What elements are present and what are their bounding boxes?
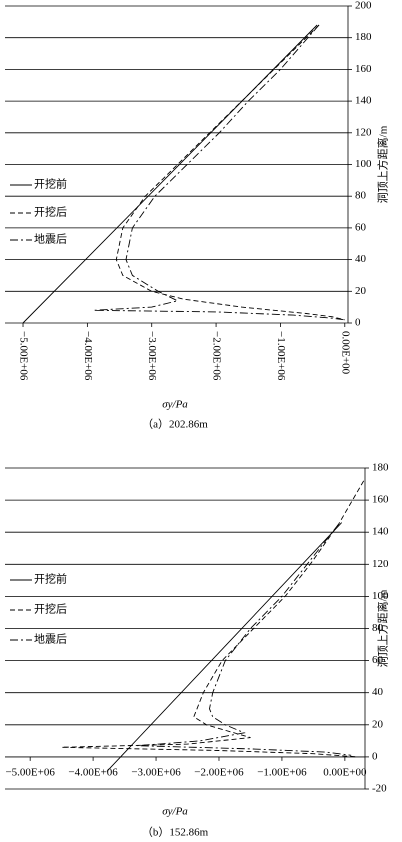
series-line <box>93 24 345 321</box>
y-tick-label: 20 <box>355 285 367 297</box>
x-axis-label: σy/Pa <box>162 399 188 411</box>
y-tick-label: 160 <box>372 494 389 506</box>
x-tick-label: 0.00E+00 <box>323 766 367 778</box>
y-tick-label: 60 <box>372 654 384 666</box>
x-tick-label: −4.00E+06 <box>82 331 94 381</box>
series-line <box>106 522 343 772</box>
legend-label: 地震后 <box>34 633 67 646</box>
y-tick-label: 100 <box>372 590 389 602</box>
x-tick-label: −5.00E+06 <box>5 766 55 778</box>
y-tick-label: -20 <box>372 783 387 795</box>
y-axis-label: 洞顶上方距离/m <box>376 589 390 667</box>
x-tick-label: −1.00E+06 <box>257 766 307 778</box>
x-tick-label: −1.00E+06 <box>275 331 287 381</box>
x-tick-label: −2.00E+06 <box>211 331 223 381</box>
series-line <box>137 523 352 756</box>
x-tick-label: −3.00E+06 <box>131 766 181 778</box>
series-line <box>61 480 365 758</box>
x-tick-label: −5.00E+06 <box>17 331 29 381</box>
y-tick-label: 40 <box>372 686 384 698</box>
legend-label: 开挖后 <box>34 205 67 219</box>
y-tick-label: 160 <box>355 63 372 75</box>
y-tick-label: 0 <box>355 317 361 329</box>
y-tick-label: 20 <box>372 718 384 730</box>
y-tick-label: 100 <box>355 158 372 170</box>
x-tick-label: 0.00E+00 <box>339 331 351 375</box>
x-tick-label: −2.00E+06 <box>194 766 244 778</box>
legend-label: 地震后 <box>34 233 67 246</box>
series-line <box>115 24 345 321</box>
x-tick-label: −3.00E+06 <box>146 331 158 381</box>
y-axis-label: 洞顶上方距离/m <box>376 125 390 203</box>
y-tick-label: 140 <box>372 526 389 538</box>
legend-label: 开挖后 <box>34 602 67 616</box>
y-tick-label: 180 <box>355 31 372 43</box>
y-tick-label: 200 <box>355 0 372 12</box>
x-axis-label: σy/Pa <box>162 806 188 818</box>
y-tick-label: 60 <box>355 221 367 233</box>
series-line <box>22 24 318 324</box>
y-tick-label: 40 <box>355 253 367 265</box>
y-tick-label: 180 <box>372 462 389 474</box>
y-tick-label: 140 <box>355 95 372 107</box>
y-tick-label: 80 <box>372 622 384 634</box>
caption: （a）202.86m <box>142 418 208 431</box>
x-tick-label: −4.00E+06 <box>68 766 118 778</box>
legend-label: 开挖前 <box>34 177 67 191</box>
y-tick-label: 120 <box>355 126 372 138</box>
y-tick-label: 120 <box>372 558 389 570</box>
y-tick-label: 0 <box>372 750 378 762</box>
legend-label: 开挖前 <box>34 572 67 586</box>
y-tick-label: 80 <box>355 190 367 202</box>
caption: （b）152.86m <box>142 826 209 839</box>
